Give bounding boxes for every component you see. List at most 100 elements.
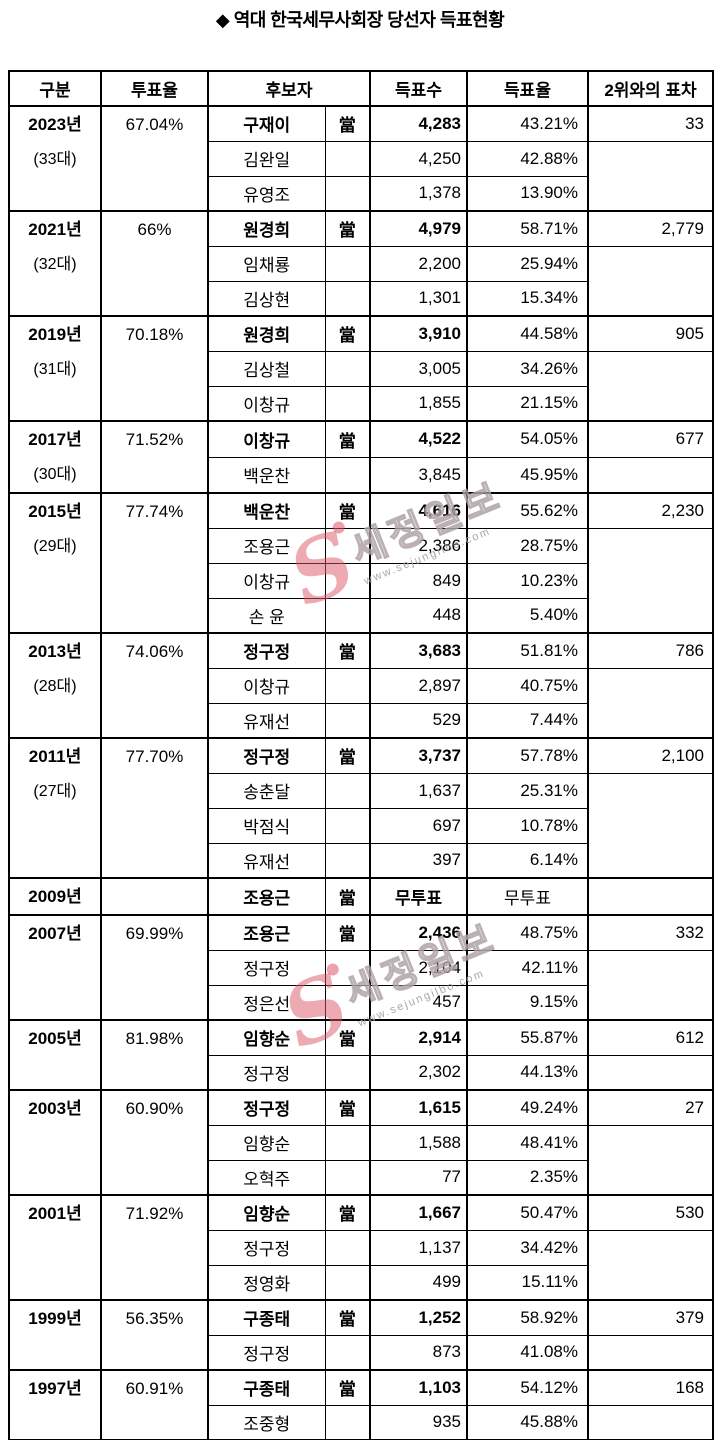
- votes-cell: 935: [370, 1404, 469, 1440]
- year-cell: 2001년: [9, 1194, 102, 1300]
- elected-mark-cell: 當: [325, 1194, 372, 1230]
- elected-mark-cell: [325, 842, 372, 878]
- elected-mark-cell: [325, 175, 372, 211]
- candidate-name-cell: 조용근: [208, 877, 326, 915]
- margin-cell: 2,230: [588, 492, 714, 528]
- votes-cell: 1,588: [370, 1124, 469, 1160]
- turnout-cell: 77.74%: [101, 492, 209, 633]
- votes-cell: 1,855: [370, 385, 469, 421]
- header-row: 구분 투표율 후보자 득표수 득표율 2위와의 표차: [9, 71, 714, 107]
- table-row: 2019년 (31대) 70.18% 원경희 當 3,910 44.58% 905: [9, 315, 714, 421]
- candidate-name-cell: 김완일: [208, 140, 326, 176]
- table-row: 2023년 (33대) 67.04% 구재이 當 4,283 43.21% 33: [9, 105, 714, 211]
- table-row: 이창규 1,855 21.15%: [9, 385, 713, 421]
- votes-cell: 2,914: [370, 1019, 469, 1055]
- elected-mark-cell: 當: [325, 1089, 372, 1125]
- votes-cell: 4,250: [370, 140, 469, 176]
- margin-cell: 530: [588, 1194, 714, 1230]
- term-label: (27대): [33, 783, 77, 800]
- vote-share-cell: 49.24%: [467, 1089, 590, 1125]
- vote-share-cell: 5.40%: [467, 597, 590, 633]
- year-label: 2009년: [28, 887, 82, 906]
- margin-empty-cell: [588, 140, 714, 211]
- turnout-cell: 60.90%: [101, 1089, 209, 1195]
- table-row: 2015년 (29대) 77.74% 백운찬 當 4,616 55.62% 2,230: [9, 492, 714, 633]
- votes-cell: 3,910: [370, 315, 469, 351]
- votes-cell: 697: [370, 807, 469, 843]
- votes-cell: 4,979: [370, 210, 469, 246]
- term-label: (29대): [33, 538, 77, 555]
- votes-cell: 4,283: [370, 105, 469, 141]
- vote-share-cell: 25.94%: [467, 245, 590, 281]
- vote-share-cell: 10.78%: [467, 807, 590, 843]
- margin-empty-cell: [588, 1334, 714, 1370]
- table-row: 2011년 (27대) 77.70% 정구정 當 3,737 57.78% 2,100: [9, 737, 714, 878]
- margin-cell: 168: [588, 1369, 714, 1405]
- margin-cell: 27: [588, 1089, 714, 1125]
- votes-cell: 499: [370, 1264, 469, 1300]
- candidate-name-cell: 원경희: [208, 210, 326, 246]
- margin-cell: 2,100: [588, 737, 714, 773]
- margin-empty-cell: [588, 1124, 714, 1195]
- table-row: 송춘달 1,637 25.31%: [9, 772, 714, 878]
- year-cell: 2005년: [9, 1019, 102, 1090]
- table-row: 정은선 457 9.15%: [9, 984, 713, 1020]
- table-row: 2009년 조용근 當 무투표 무투표: [9, 877, 714, 915]
- candidate-name-cell: 이창규: [208, 667, 326, 703]
- candidate-name-cell: 손 윤: [208, 597, 326, 633]
- elected-mark-cell: [325, 456, 372, 493]
- year-cell: 2023년 (33대): [9, 105, 102, 211]
- candidate-name-cell: 임향순: [208, 1194, 326, 1230]
- votes-cell: 2,897: [370, 667, 469, 703]
- candidate-name-cell: 오혁주: [208, 1159, 326, 1195]
- elected-mark-cell: 當: [325, 1299, 372, 1335]
- margin-empty-cell: [588, 667, 714, 738]
- table-row: 정구정 2,302 44.13%: [9, 1054, 714, 1090]
- elected-mark-cell: [325, 350, 372, 386]
- turnout-cell: 60.91%: [101, 1369, 209, 1440]
- vote-share-cell: 43.21%: [467, 105, 590, 141]
- elected-mark-cell: 當: [325, 492, 372, 528]
- term-label: (30대): [33, 466, 77, 483]
- vote-share-cell: 48.75%: [467, 914, 590, 950]
- candidate-name-cell: 유영조: [208, 175, 326, 211]
- elected-mark-cell: 當: [325, 105, 372, 141]
- table-row: 1997년 60.91% 구종태 當 1,103 54.12% 168: [9, 1369, 714, 1440]
- candidate-name-cell: 정영화: [208, 1264, 326, 1300]
- turnout-cell: 56.35%: [101, 1299, 209, 1370]
- year-cell: 2021년 (32대): [9, 210, 102, 316]
- margin-cell: 33: [588, 105, 714, 141]
- vote-share-cell: 55.87%: [467, 1019, 590, 1055]
- year-label: 1997년: [28, 1379, 82, 1398]
- candidate-name-cell: 조중형: [208, 1404, 326, 1440]
- year-cell: 1997년: [9, 1369, 102, 1440]
- vote-share-cell: 6.14%: [467, 842, 590, 878]
- elected-mark-cell: 當: [325, 737, 372, 773]
- votes-cell: 457: [370, 984, 469, 1020]
- table-row: 2013년 (28대) 74.06% 정구정 當 3,683 51.81% 786: [9, 632, 714, 738]
- year-cell: 2007년: [9, 914, 102, 1020]
- vote-share-cell: 57.78%: [467, 737, 590, 773]
- elected-mark-cell: [325, 385, 372, 421]
- term-label: (28대): [33, 678, 77, 695]
- table-row: 2007년 69.99% 조용근 當 2,436 48.75% 332: [9, 914, 714, 1020]
- vote-share-cell: 무투표: [467, 877, 590, 915]
- votes-cell: 4,522: [370, 420, 469, 457]
- votes-cell: 3,005: [370, 350, 469, 386]
- vote-share-cell: 7.44%: [467, 702, 590, 738]
- year-cell: 2009년: [9, 877, 102, 915]
- candidate-name-cell: 구재이: [208, 105, 326, 141]
- vote-share-cell: 15.11%: [467, 1264, 590, 1300]
- vote-share-cell: 25.31%: [467, 772, 590, 808]
- candidate-name-cell: 박점식: [208, 807, 326, 843]
- elected-mark-cell: 當: [325, 315, 372, 351]
- year-label: 1999년: [28, 1309, 82, 1328]
- votes-cell: 1,667: [370, 1194, 469, 1230]
- elected-mark-cell: [325, 984, 372, 1020]
- candidate-name-cell: 송춘달: [208, 772, 326, 808]
- turnout-cell: [101, 877, 209, 915]
- vote-share-cell: 15.34%: [467, 280, 590, 316]
- table-row: 정영화 499 15.11%: [9, 1264, 713, 1300]
- votes-cell: 1,378: [370, 175, 469, 211]
- margin-cell: 786: [588, 632, 714, 668]
